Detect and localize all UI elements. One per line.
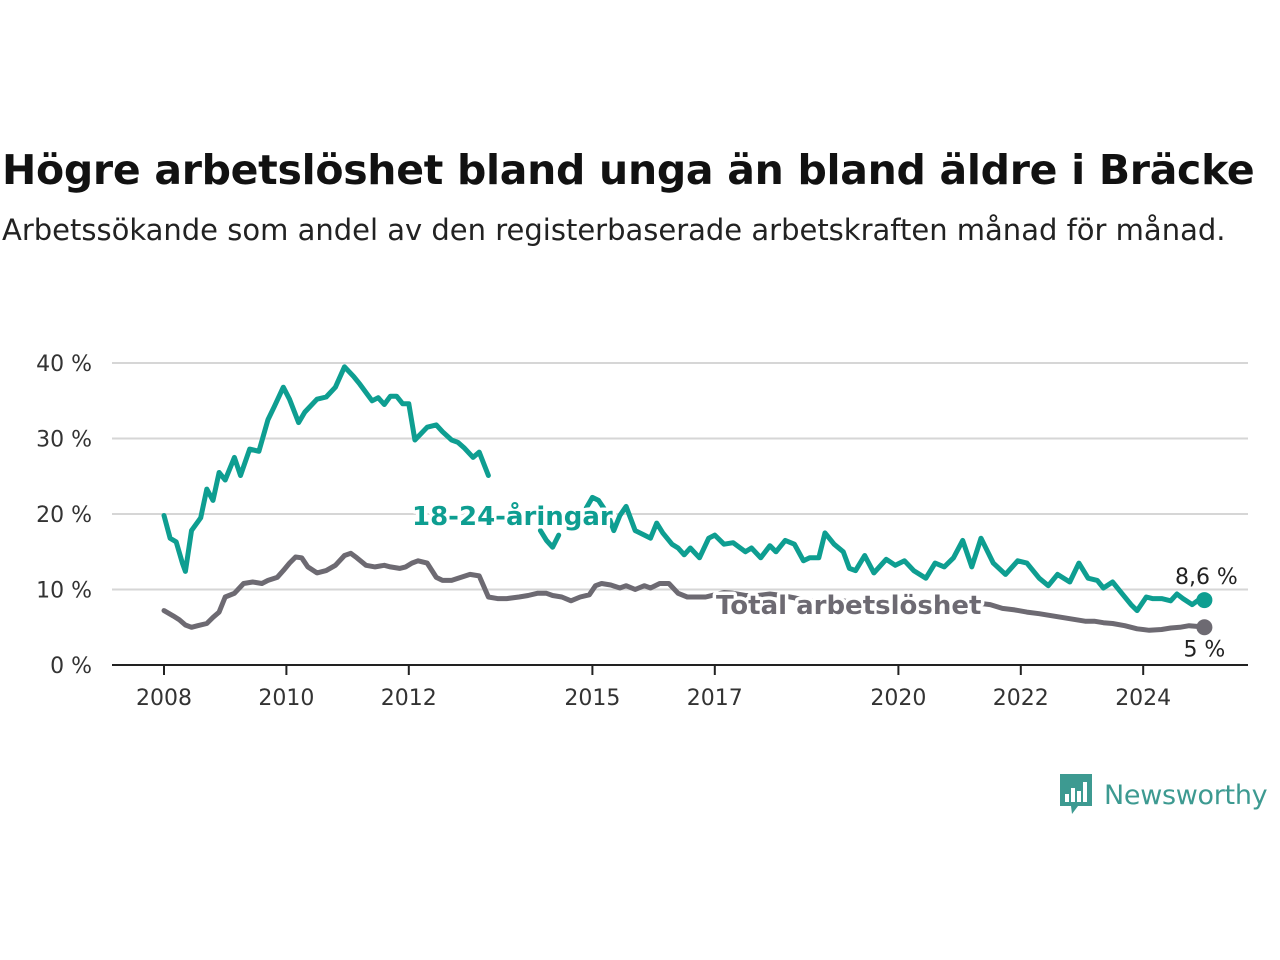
x-tick-label: 2024 <box>1115 686 1171 711</box>
x-tick-label: 2015 <box>564 686 620 711</box>
series-label-total: Total arbetslöshet <box>716 591 981 621</box>
y-gridlines <box>112 362 1248 591</box>
x-tick-label: 2020 <box>870 686 926 711</box>
end-label-youth: 8,6 % <box>1175 565 1238 590</box>
series-line-total <box>161 550 1207 633</box>
series-line-youth <box>161 364 1207 614</box>
chart-title: Högre arbetslöshet bland unga än bland ä… <box>2 146 1255 194</box>
y-axis-ticks: 0 % 10 % 20 % 30 % 40 % <box>36 352 92 679</box>
newsworthy-logo: Newsworthy <box>1058 772 1268 818</box>
bar-chart-speech-bubble-icon <box>1060 774 1092 814</box>
chart-subtitle: Arbetssökande som andel av den registerb… <box>2 213 1226 247</box>
x-tick-label: 2022 <box>993 686 1049 711</box>
end-label-total: 5 % <box>1183 637 1225 662</box>
series-labels: 18-24-åringar Total arbetslöshet 8,6 % 5 % <box>409 497 1238 663</box>
x-tick-label: 2012 <box>381 686 437 711</box>
y-tick-label: 10 % <box>36 579 92 604</box>
y-tick-label: 40 % <box>36 352 92 377</box>
x-axis: 2008 2010 2012 2015 2017 2020 2022 2024 <box>112 664 1248 711</box>
y-tick-label: 30 % <box>36 428 92 453</box>
x-tick-label: 2017 <box>687 686 743 711</box>
end-point-total <box>1196 619 1213 636</box>
x-tick-label: 2010 <box>258 686 314 711</box>
y-tick-label: 0 % <box>50 654 92 679</box>
end-point-youth <box>1196 592 1213 609</box>
y-tick-label: 20 % <box>36 503 92 528</box>
x-tick-label: 2008 <box>136 686 192 711</box>
logo-text: Newsworthy <box>1104 779 1268 811</box>
series-lines <box>161 364 1213 636</box>
series-label-youth: 18-24-åringar <box>412 500 613 532</box>
